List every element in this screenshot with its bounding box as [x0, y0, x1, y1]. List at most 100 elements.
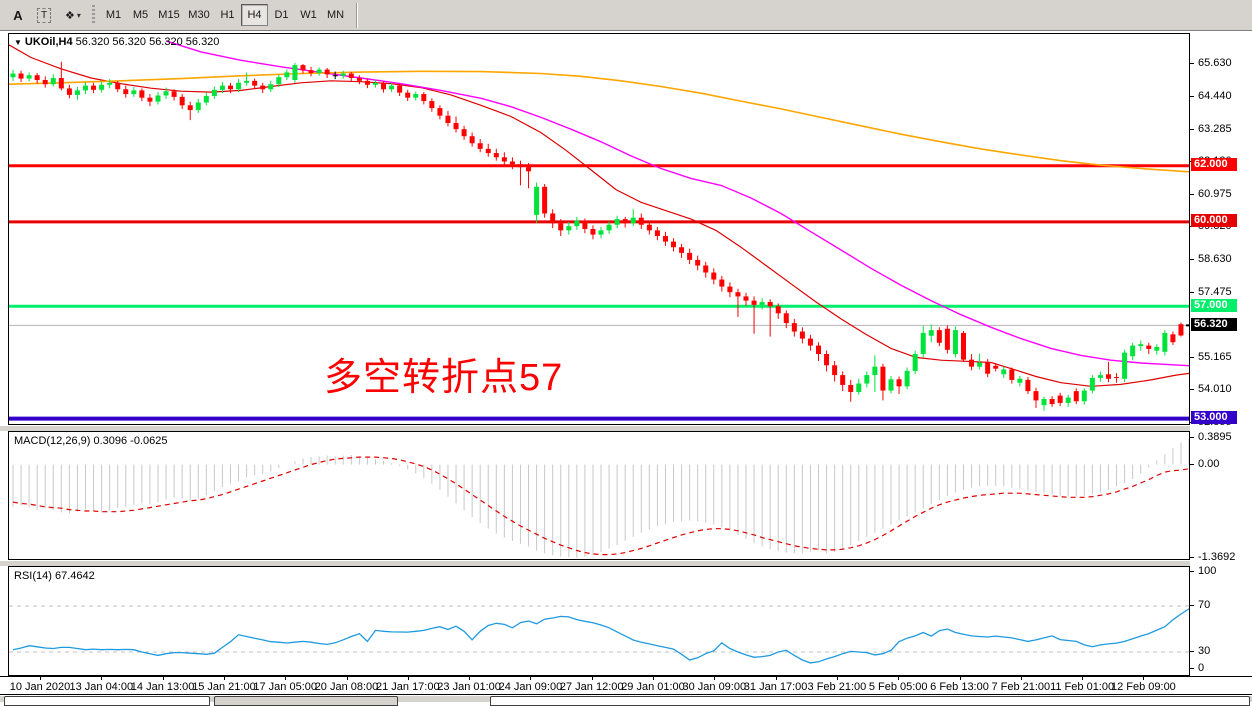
- scale-tick-label: 58.630: [1198, 253, 1232, 266]
- time-axis[interactable]: 10 Jan 2020 13 Jan 04:00 14 Jan 13:00 15 Ja…: [0, 676, 1252, 695]
- rsi-current-value: 67.4642: [54, 570, 95, 582]
- text-label-tool-icon: A: [13, 7, 23, 23]
- time-tick-label: 3 Feb 21:00: [807, 681, 867, 693]
- scale-tick-label: 65.630: [1198, 56, 1232, 69]
- time-tick: [959, 677, 961, 680]
- scale-tick-label: 30: [1198, 645, 1211, 657]
- scale-tick: [1190, 463, 1194, 465]
- price-line-label: 60.000: [1191, 214, 1237, 228]
- price-line-label: 62.000: [1191, 158, 1237, 172]
- timeframe-m1-button[interactable]: M1: [100, 4, 127, 26]
- scale-tick: [1190, 651, 1194, 652]
- time-tick-label: 12 Feb 09:00: [1110, 681, 1176, 693]
- time-tick-label: 20 Jan 08:00: [314, 681, 379, 693]
- chart-tabs-strip: [0, 696, 1252, 706]
- time-tick-label: 5 Feb 05:00: [868, 681, 928, 693]
- macd-label: MACD(12,26,9) 0.3096 -0.0625: [14, 435, 168, 447]
- macd-plot: [12, 438, 1189, 559]
- chart-tab[interactable]: [490, 696, 1250, 706]
- toolbar-separator: [356, 3, 358, 28]
- timeframe-h4-button[interactable]: H4: [241, 4, 268, 26]
- time-tick: [714, 677, 716, 680]
- scale-tick-label: 0.00: [1198, 457, 1220, 470]
- time-tick-label: 13 Jan 04:00: [69, 681, 134, 693]
- time-tick-label: 6 Feb 13:00: [930, 681, 989, 693]
- pane-splitter-main-macd[interactable]: [0, 426, 1252, 431]
- time-tick: [1143, 677, 1145, 680]
- time-tick-label: 15 Jan 21:00: [192, 681, 256, 693]
- time-tick: [40, 677, 41, 680]
- text-box-tool-button[interactable]: T: [32, 4, 56, 26]
- rsi-name: RSI(14): [14, 570, 52, 582]
- scale-tick: [1190, 62, 1194, 64]
- chevron-down-icon: ▾: [76, 10, 81, 20]
- text-box-tool-icon: T: [36, 7, 52, 23]
- timeframe-m30-button[interactable]: M30: [184, 4, 214, 26]
- chart-title: ▼ UKOil,H4 56.320 56.320 56.320 56.320: [14, 36, 219, 48]
- time-tick: [285, 677, 287, 680]
- chart-tab[interactable]: [214, 696, 398, 706]
- time-tick-label: 29 Jan 01:00: [621, 681, 685, 693]
- scale-tick: [1190, 570, 1194, 572]
- main-chart-pane[interactable]: ▼ UKOil,H4 56.320 56.320 56.320 56.320 多空…: [8, 33, 1190, 425]
- scale-tick: [1190, 668, 1194, 669]
- scale-tick-label: 100: [1198, 564, 1217, 577]
- time-tick-label: 31 Jan 17:00: [743, 681, 808, 693]
- scale-tick-label: 64.440: [1198, 90, 1232, 103]
- time-tick: [530, 677, 532, 680]
- time-tick: [223, 677, 225, 680]
- scale-tick: [1190, 259, 1194, 261]
- macd-indicator-pane[interactable]: MACD(12,26,9) 0.3096 -0.0625: [8, 431, 1190, 560]
- scale-tick-label: 60.975: [1198, 187, 1232, 200]
- price-line-label: 57.000: [1191, 298, 1237, 312]
- time-tick: [653, 677, 654, 680]
- macd-current-values: 0.3096 -0.0625: [93, 435, 168, 447]
- rsi-label: RSI(14) 67.4642: [14, 570, 95, 582]
- candlestick-plot: [9, 40, 1189, 421]
- scale-tick-label: 63.285: [1198, 122, 1232, 135]
- timeframe-h1-button[interactable]: H1: [214, 4, 241, 26]
- scale-tick: [1190, 193, 1194, 195]
- time-tick: [346, 677, 348, 680]
- time-tick: [591, 677, 593, 680]
- styles-dropdown-button[interactable]: ❖ ▾: [58, 4, 88, 26]
- timeframe-d1-button[interactable]: D1: [268, 4, 295, 26]
- current-price-label: 56.320: [1191, 317, 1237, 331]
- scale-tick: [1190, 96, 1194, 98]
- time-tick-label: 24 Jan 09:00: [498, 681, 563, 693]
- time-tick: [1020, 677, 1022, 680]
- timeframe-m5-button[interactable]: M5: [127, 4, 154, 26]
- time-tick: [469, 677, 471, 680]
- scale-tick-label: 54.010: [1198, 383, 1232, 396]
- timeframe-m15-button[interactable]: M15: [154, 4, 184, 26]
- scale-tick: [1190, 437, 1194, 438]
- time-tick-label: 7 Feb 21:00: [991, 681, 1051, 693]
- time-tick-label: 27 Jan 12:00: [559, 681, 624, 693]
- scale-tick: [1190, 556, 1194, 558]
- scale-tick: [1190, 605, 1194, 606]
- symbol-dropdown-icon[interactable]: ▼: [14, 38, 22, 47]
- macd-name: MACD(12,26,9): [14, 435, 91, 447]
- timeframe-w1-button[interactable]: W1: [295, 4, 322, 26]
- styles-icon: ❖: [65, 9, 75, 22]
- chart-tab[interactable]: [4, 696, 210, 706]
- time-tick: [898, 677, 900, 680]
- price-line-label: 53.000: [1191, 411, 1237, 425]
- scale-tick-label: 70: [1198, 599, 1211, 611]
- price-scale[interactable]: 65.63064.44063.28562.13060.97559.82058.6…: [1190, 33, 1252, 676]
- time-tick: [162, 677, 164, 680]
- pane-splitter-macd-rsi[interactable]: [0, 561, 1252, 566]
- toolbar-drag-handle[interactable]: [92, 5, 95, 25]
- timeframe-mn-button[interactable]: MN: [322, 4, 349, 26]
- time-tick-label: 17 Jan 05:00: [253, 681, 317, 693]
- text-label-tool-button[interactable]: A: [6, 4, 30, 26]
- chart-ohlc-values: 56.320 56.320 56.320 56.320: [75, 36, 220, 48]
- time-tick-label: 21 Jan 17:00: [375, 681, 440, 693]
- rsi-indicator-pane[interactable]: RSI(14) 67.4642: [8, 566, 1190, 676]
- top-toolbar: A T ❖ ▾ M1 M5 M15 M30 H1 H4 D1 W1 MN: [0, 0, 1252, 31]
- scale-tick: [1190, 128, 1194, 130]
- time-tick-label: 14 Jan 13:00: [130, 681, 195, 693]
- time-tick-label: 10 Jan 2020: [9, 681, 71, 693]
- scale-tick-label: 55.165: [1198, 350, 1232, 363]
- time-tick: [1082, 677, 1084, 680]
